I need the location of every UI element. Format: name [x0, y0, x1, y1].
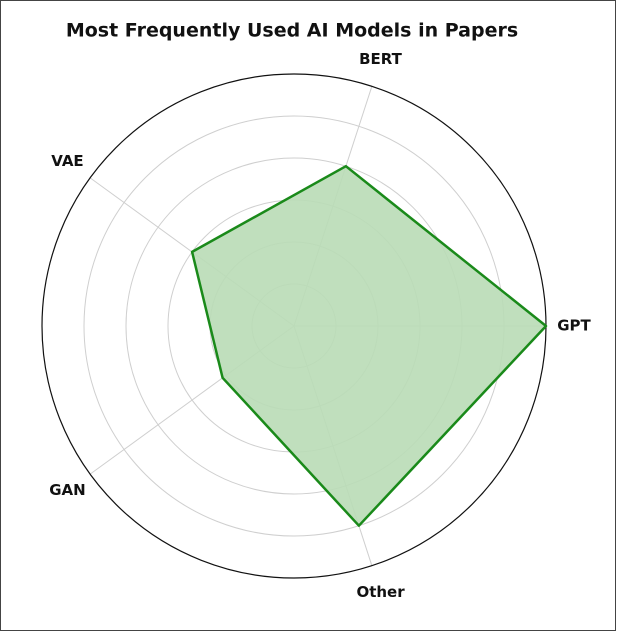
category-label: VAE	[51, 152, 83, 170]
radar-area	[190, 164, 548, 527]
category-label: GAN	[49, 481, 85, 499]
category-label: BERT	[359, 50, 403, 68]
category-label: GPT	[557, 317, 591, 335]
category-label: Other	[356, 583, 405, 601]
chart-title: Most Frequently Used AI Models in Papers	[66, 20, 518, 42]
